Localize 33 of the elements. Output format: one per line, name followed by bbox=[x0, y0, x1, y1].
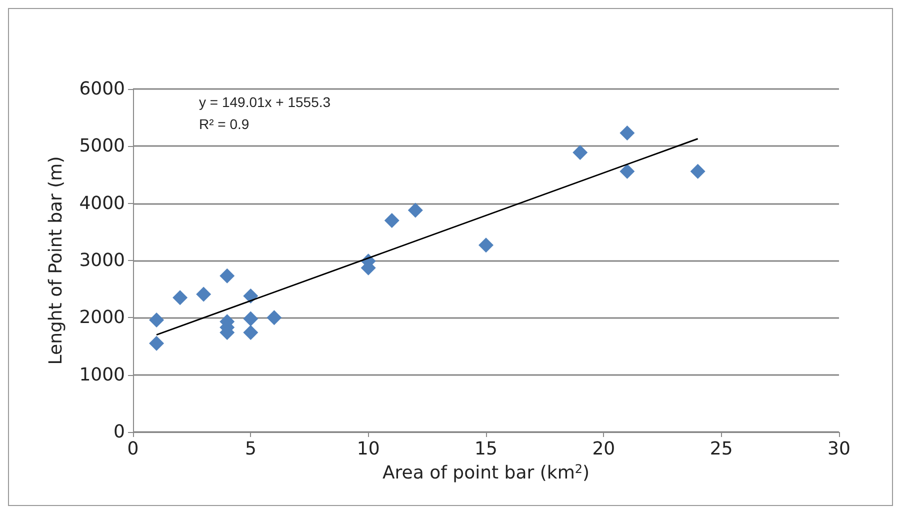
x-tick-label: 25 bbox=[710, 438, 733, 460]
annotation: R² = 0.9 bbox=[199, 116, 250, 132]
y-tick-label: 6000 bbox=[79, 78, 125, 100]
point bbox=[408, 202, 423, 218]
y-tick-label: 5000 bbox=[79, 136, 125, 157]
x-tick-label: 30 bbox=[828, 438, 850, 460]
annotation: y = 149.01x + 1555.3 bbox=[199, 94, 331, 110]
point bbox=[620, 164, 635, 179]
point bbox=[266, 310, 282, 326]
x-tick-label: 5 bbox=[244, 438, 256, 460]
point bbox=[620, 126, 635, 141]
y-tick-label: 2000 bbox=[79, 307, 125, 328]
y-tick-label: 0 bbox=[114, 422, 125, 442]
y-tick-label: 3000 bbox=[79, 250, 125, 271]
y-axis-title: Lenght of Point bar (m) bbox=[46, 156, 66, 365]
point bbox=[220, 268, 235, 284]
point bbox=[149, 312, 164, 328]
point bbox=[196, 286, 212, 302]
y-tick-label: 1000 bbox=[79, 364, 125, 386]
point bbox=[172, 290, 188, 306]
point bbox=[243, 311, 258, 326]
point bbox=[149, 336, 164, 351]
point bbox=[478, 238, 494, 253]
point bbox=[384, 212, 400, 228]
x-tick-label: 0 bbox=[127, 438, 139, 460]
y-tick-label: 4000 bbox=[79, 192, 125, 214]
point bbox=[243, 325, 258, 340]
x-tick-label: 10 bbox=[356, 438, 380, 460]
point bbox=[572, 144, 588, 160]
x-tick-label: 15 bbox=[474, 438, 498, 460]
point bbox=[690, 164, 706, 179]
point bbox=[243, 288, 258, 304]
x-tick-label: 20 bbox=[592, 438, 616, 460]
